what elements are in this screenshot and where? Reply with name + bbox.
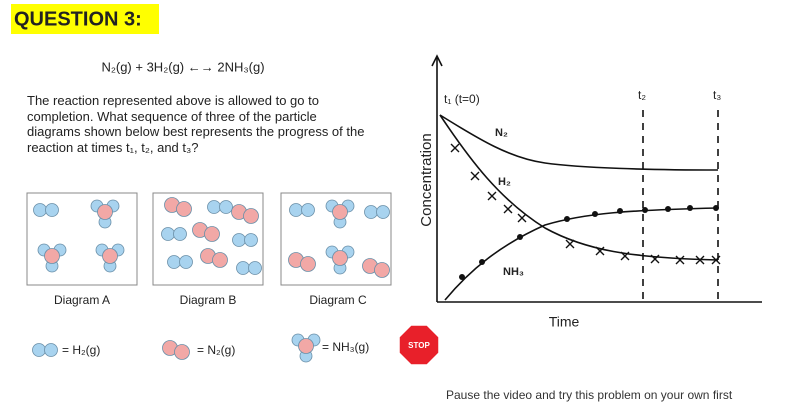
atom: [176, 201, 192, 217]
prompt: The reaction represented above is allowe…: [27, 93, 365, 155]
atom: [161, 227, 175, 241]
atom: [102, 248, 118, 264]
atom: [298, 338, 314, 354]
atom: [179, 255, 193, 269]
atom: [45, 203, 59, 217]
dot-marker: [479, 259, 485, 265]
x-marker: [695, 255, 705, 265]
dot-marker: [617, 208, 623, 214]
dot-marker: [459, 274, 465, 280]
atom: [33, 203, 47, 217]
molecules: [32, 197, 390, 363]
atom: [332, 250, 348, 266]
x-marker: [450, 143, 460, 153]
atom: [244, 233, 258, 247]
graph: [431, 54, 762, 303]
atom: [204, 226, 220, 242]
dot-marker: [592, 211, 598, 217]
x-axis-label: Time: [549, 314, 580, 330]
diagram-box: [280, 192, 392, 286]
x-marker: [711, 255, 721, 265]
h2-curve: [439, 114, 719, 261]
atom: [232, 233, 246, 247]
x-marker: [650, 254, 660, 264]
stop-sign: [398, 324, 440, 366]
atom: [32, 343, 46, 357]
atom: [97, 204, 113, 220]
atom: [219, 200, 233, 214]
title: QUESTION 3:: [14, 8, 142, 30]
x-marker: [503, 204, 513, 214]
legend-text: = N₂(g): [197, 343, 235, 357]
x-marker: [675, 255, 685, 265]
axis-arrow: [431, 54, 443, 67]
x-marker: [470, 171, 480, 181]
time-label: t₂: [638, 88, 646, 102]
atom: [236, 261, 250, 275]
x-marker: [517, 213, 527, 223]
atom: [173, 227, 187, 241]
atom: [374, 262, 390, 278]
time-label: t₁ (t=0): [444, 92, 480, 106]
diagram-label: Diagram A: [54, 293, 110, 307]
atom: [332, 204, 348, 220]
equation: N₂(g) + 3H₂(g) ←→ 2NH₃(g): [101, 59, 264, 74]
n2-curve: [439, 114, 719, 171]
atom: [376, 205, 390, 219]
atom: [289, 203, 303, 217]
curve-label: N₂: [495, 127, 508, 139]
dot-marker: [713, 205, 719, 211]
dot-marker: [687, 205, 693, 211]
legend-text: = NH₃(g): [322, 340, 369, 354]
time-label: t₃: [713, 88, 721, 102]
footer-text: Pause the video and try this problem on …: [446, 388, 733, 402]
atom: [364, 205, 378, 219]
diagram-label: Diagram B: [180, 293, 237, 307]
x-marker: [565, 239, 575, 249]
atom: [44, 248, 60, 264]
dot-marker: [564, 216, 570, 222]
legend-text: = H₂(g): [62, 343, 100, 357]
atom: [44, 343, 58, 357]
diagram-box: [26, 192, 138, 286]
atom: [301, 203, 315, 217]
atom: [174, 344, 190, 360]
atom: [243, 208, 259, 224]
atom: [300, 256, 316, 272]
curve-label: H₂: [498, 176, 511, 188]
curve-markers: [450, 143, 721, 280]
atom: [167, 255, 181, 269]
dot-marker: [642, 207, 648, 213]
diagram-label: Diagram C: [309, 293, 367, 307]
title-highlight: [11, 4, 159, 34]
atom: [207, 200, 221, 214]
x-marker: [487, 191, 497, 201]
y-axis-label: Concentration: [418, 133, 435, 226]
diagram-box: [152, 192, 264, 286]
stop-text: STOP: [408, 341, 430, 350]
x-marker: [595, 246, 605, 256]
dot-marker: [665, 206, 671, 212]
curve-label: NH₃: [503, 266, 524, 278]
x-marker: [620, 251, 630, 261]
atom: [248, 261, 262, 275]
dot-marker: [517, 234, 523, 240]
nh3-curve: [444, 207, 719, 301]
atom: [212, 252, 228, 268]
